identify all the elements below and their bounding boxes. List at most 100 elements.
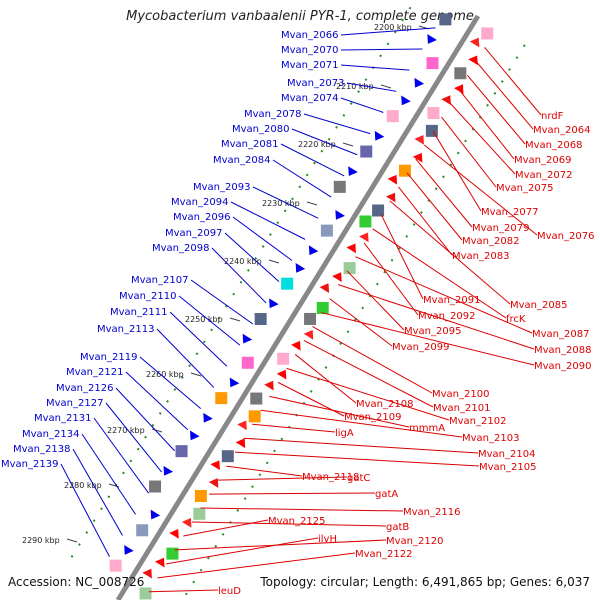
left-gene-label[interactable]: Mvan_2097 xyxy=(165,228,280,283)
left-gene-label[interactable]: Mvan_2074 xyxy=(281,93,384,113)
right-gene-label[interactable]: Mvan_2079 xyxy=(415,158,530,234)
left-gene-label[interactable]: Mvan_2121 xyxy=(66,367,189,431)
right-gene-label[interactable]: Mvan_2085 xyxy=(389,200,568,311)
right-gene-label[interactable]: ilvH xyxy=(166,534,337,565)
left-gene-label[interactable]: Mvan_2119 xyxy=(80,352,202,409)
right-gene-label[interactable]: mmmA xyxy=(269,395,445,434)
svg-text:Mvan_2095: Mvan_2095 xyxy=(404,326,461,337)
left-gene-label[interactable]: Mvan_2107 xyxy=(131,275,254,325)
left-gene-label[interactable]: Mvan_2126 xyxy=(56,383,176,452)
right-gene-label[interactable]: Mvan_2116 xyxy=(200,507,461,518)
right-gene-label[interactable]: Mvan_2091 xyxy=(380,214,480,306)
right-gene-label[interactable]: Mvan_2076 xyxy=(423,144,594,242)
gene-box xyxy=(248,410,261,423)
right-gene-label[interactable]: Mvan_2095 xyxy=(346,270,462,337)
right-gene-label[interactable]: Mvan_2083 xyxy=(398,186,509,262)
right-gene-label[interactable]: Mvan_2082 xyxy=(406,172,519,247)
right-gene-label[interactable]: Mvan_2075 xyxy=(441,116,554,194)
gene-box xyxy=(359,215,372,228)
svg-text:ilvH: ilvH xyxy=(318,534,337,545)
svg-text:Mvan_2099: Mvan_2099 xyxy=(392,342,449,353)
left-gene-label[interactable]: Mvan_2127 xyxy=(46,398,163,473)
forward-gene-arrow xyxy=(308,245,319,256)
svg-text:Mvan_2077: Mvan_2077 xyxy=(481,207,538,218)
tick-mark: 2290 kbp xyxy=(22,536,78,545)
right-gene-label[interactable]: leuD xyxy=(148,586,241,597)
right-gene-label[interactable]: Mvan_2122 xyxy=(157,549,413,579)
reverse-gene-arrow xyxy=(291,340,301,351)
right-gene-label[interactable]: Mvan_2105 xyxy=(234,451,537,473)
tick-label: 2270 kbp xyxy=(107,426,145,435)
right-gene-label[interactable]: Mvan_2104 xyxy=(243,437,536,460)
gene-box xyxy=(439,13,452,26)
forward-gene-arrow xyxy=(242,333,253,344)
gene-box xyxy=(136,524,149,537)
left-gene-label[interactable]: Mvan_2093 xyxy=(193,182,319,219)
right-gene-label[interactable]: Mvan_2072 xyxy=(449,102,572,181)
right-gene-label[interactable]: ligA xyxy=(252,423,354,439)
left-gene-label[interactable]: Mvan_2098 xyxy=(152,243,267,304)
svg-text:Mvan_2113: Mvan_2113 xyxy=(97,324,154,335)
right-gene-label[interactable]: frcK xyxy=(372,228,526,325)
right-gene-label[interactable]: Mvan_2103 xyxy=(260,409,520,444)
left-gene-label[interactable]: Mvan_2134 xyxy=(22,429,136,515)
left-gene-label[interactable]: Mvan_2070 xyxy=(281,45,423,56)
left-gene-label[interactable]: Mvan_2066 xyxy=(281,27,436,41)
left-gene-label[interactable]: Mvan_2138 xyxy=(13,444,123,536)
right-gene-label[interactable]: Mvan_2068 xyxy=(466,74,582,151)
left-gene-label[interactable]: Mvan_2078 xyxy=(244,109,371,135)
right-gene-label[interactable]: Mvan_2088 xyxy=(338,284,591,356)
right-gene-label[interactable]: Mvan_2064 xyxy=(475,60,591,136)
svg-text:Mvan_2125: Mvan_2125 xyxy=(268,516,325,527)
reverse-gene-arrow xyxy=(181,517,192,528)
left-gene-label[interactable]: Mvan_2110 xyxy=(119,291,241,346)
tick-mark: 2240 kbp xyxy=(224,257,280,266)
right-gene-label[interactable]: Mvan_2092 xyxy=(363,242,475,322)
right-gene-label[interactable]: gatB xyxy=(191,521,409,533)
left-gene-label[interactable]: Mvan_2139 xyxy=(1,459,110,557)
left-gene-label[interactable]: Mvan_2081 xyxy=(221,139,345,177)
left-gene-label[interactable]: Mvan_2071 xyxy=(281,60,410,71)
svg-text:Mvan_2107: Mvan_2107 xyxy=(131,275,188,286)
left-gene-label[interactable]: Mvan_2084 xyxy=(213,155,332,198)
right-gene-label[interactable]: Mvan_2090 xyxy=(320,312,591,372)
right-gene-label[interactable]: Mvan_2087 xyxy=(355,256,589,340)
forward-gene-arrow xyxy=(374,130,385,141)
gene-box xyxy=(139,587,152,600)
left-gene-label[interactable]: Mvan_2131 xyxy=(34,413,149,494)
right-gene-label[interactable]: Mvan_2102 xyxy=(286,367,507,427)
left-gene-label[interactable]: Mvan_2073 xyxy=(287,78,397,92)
right-gene-label[interactable]: Mvan_2125 xyxy=(183,516,325,537)
reverse-gene-arrow xyxy=(210,460,220,471)
right-gene-label[interactable]: nrdF xyxy=(484,46,564,122)
left-gene-label[interactable]: Mvan_2113 xyxy=(97,324,215,388)
gene-box xyxy=(166,547,179,560)
left-gene-label[interactable]: Mvan_2111 xyxy=(110,307,228,367)
right-gene-label[interactable]: gatA xyxy=(209,489,398,500)
reverse-gene-arrow xyxy=(235,438,246,449)
svg-text:Mvan_2080: Mvan_2080 xyxy=(232,124,289,135)
right-gene-label[interactable]: Mvan_2118 xyxy=(226,465,359,483)
gene-box xyxy=(109,559,122,572)
reverse-gene-arrow xyxy=(319,283,330,294)
svg-text:Mvan_2134: Mvan_2134 xyxy=(22,429,79,440)
tick-label: 2290 kbp xyxy=(22,536,60,545)
right-gene-label[interactable]: gatC xyxy=(217,473,371,484)
svg-text:Mvan_2105: Mvan_2105 xyxy=(479,462,536,473)
right-gene-label[interactable]: Mvan_2100 xyxy=(312,326,489,400)
svg-text:Mvan_2121: Mvan_2121 xyxy=(66,367,123,378)
svg-text:Mvan_2126: Mvan_2126 xyxy=(56,383,113,394)
tick-mark: 2230 kbp xyxy=(262,199,318,208)
reverse-gene-arrow xyxy=(469,37,480,48)
svg-text:Mvan_2120: Mvan_2120 xyxy=(386,536,443,547)
forward-gene-arrow xyxy=(414,77,425,88)
left-gene-label[interactable]: Mvan_2096 xyxy=(173,212,293,261)
left-gene-label[interactable]: Mvan_2094 xyxy=(171,197,306,240)
right-gene-label[interactable]: Mvan_2069 xyxy=(458,88,572,166)
right-gene-label[interactable]: Mvan_2108 xyxy=(294,354,413,410)
right-gene-label[interactable]: Mvan_2120 xyxy=(174,536,444,551)
left-gene-label[interactable]: Mvan_2080 xyxy=(232,124,358,156)
gene-box xyxy=(316,301,329,314)
svg-text:Mvan_2068: Mvan_2068 xyxy=(525,140,582,151)
right-gene-label[interactable]: Mvan_2101 xyxy=(303,340,491,414)
